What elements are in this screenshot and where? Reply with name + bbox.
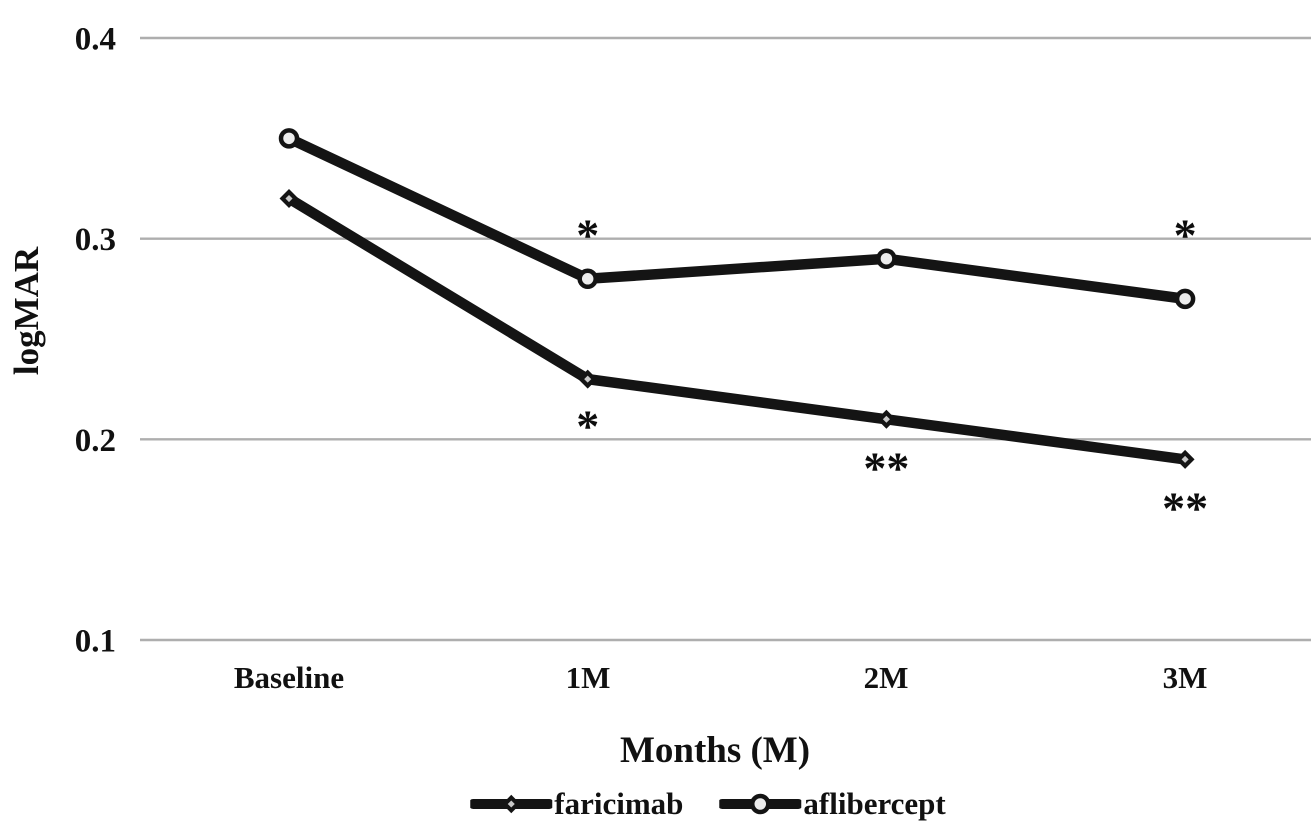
significance-annotation: * bbox=[576, 210, 599, 261]
data-point-faricimab-Baseline bbox=[279, 189, 299, 209]
data-point-aflibercept-2M bbox=[876, 248, 897, 269]
legend-label-faricimab: faricimab bbox=[554, 786, 684, 821]
y-tick-label: 0.1 bbox=[75, 624, 116, 660]
legend: faricimab aflibercept bbox=[470, 786, 946, 822]
x-tick-label-2m: 2M bbox=[863, 660, 909, 695]
y-axis-title: logMAR bbox=[7, 246, 46, 376]
significance-annotation: * bbox=[576, 400, 599, 451]
significance-annotation: * bbox=[1174, 210, 1197, 261]
y-tick-label: 0.3 bbox=[75, 222, 116, 258]
diamond-marker-icon bbox=[470, 794, 553, 814]
data-point-aflibercept-3M bbox=[1174, 288, 1196, 310]
y-tick-label: 0.4 bbox=[75, 22, 116, 58]
x-tick-label-1m: 1M bbox=[565, 660, 611, 695]
data-point-faricimab-2M bbox=[876, 409, 896, 429]
data-point-faricimab-1M bbox=[578, 369, 598, 389]
legend-item-faricimab: faricimab bbox=[470, 786, 683, 822]
series-line-aflibercept bbox=[283, 133, 1191, 305]
x-axis-title: Months (M) bbox=[619, 730, 811, 771]
data-point-aflibercept-Baseline bbox=[278, 128, 300, 149]
legend-item-aflibercept: aflibercept bbox=[719, 786, 946, 822]
series-line-faricimab bbox=[283, 193, 1191, 465]
significance-annotation: ** bbox=[863, 442, 909, 493]
x-tick-label-baseline: Baseline bbox=[233, 660, 345, 695]
significance-annotation: ** bbox=[1162, 483, 1208, 534]
y-tick-label: 0.2 bbox=[75, 423, 116, 459]
circle-marker-icon bbox=[719, 793, 802, 815]
legend-label-aflibercept: aflibercept bbox=[803, 786, 946, 821]
x-tick-label-3m: 3M bbox=[1162, 660, 1208, 695]
data-point-faricimab-3M bbox=[1175, 449, 1195, 469]
data-point-aflibercept-1M bbox=[577, 268, 598, 290]
